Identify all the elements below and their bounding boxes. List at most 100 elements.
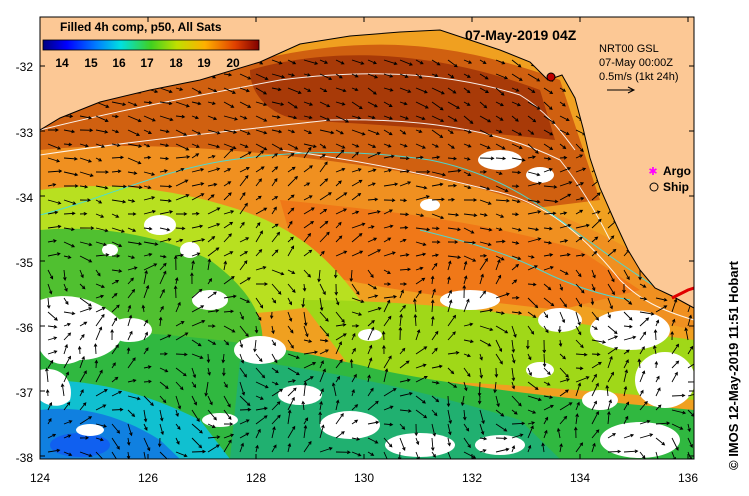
current-arrow [175, 238, 184, 243]
current-arrow [63, 451, 73, 456]
current-arrow [415, 395, 426, 404]
current-arrow [255, 248, 263, 257]
current-arrow [495, 171, 503, 175]
current-arrow [607, 248, 617, 257]
current-arrow [95, 213, 105, 218]
current-arrow [591, 311, 600, 321]
current-arrow [175, 179, 189, 187]
current-arrow [527, 227, 540, 232]
current-arrow [399, 225, 409, 230]
current-arrow [399, 304, 406, 313]
current-arrow [367, 374, 371, 383]
current-model-label: NRT00 GSL [599, 43, 659, 55]
current-arrow [255, 87, 268, 95]
current-arrow [639, 419, 651, 425]
current-arrow [204, 381, 209, 397]
current-arrow [463, 260, 468, 271]
current-arrow [207, 101, 216, 106]
current-arrow [128, 212, 137, 216]
current-arrow [463, 87, 471, 94]
current-arrow [127, 143, 143, 148]
current-arrow [511, 129, 523, 136]
current-arrow [415, 329, 421, 341]
current-arrow [255, 415, 268, 425]
current-arrow [239, 174, 249, 187]
current-arrow [479, 73, 489, 80]
current-arrow [335, 431, 345, 439]
current-arrow [46, 297, 51, 309]
current-arrow [511, 101, 521, 107]
current-arrow [207, 308, 220, 313]
current-arrow [431, 101, 444, 111]
current-arrow [63, 322, 71, 327]
current-arrow [447, 451, 453, 459]
current-arrow [159, 101, 173, 106]
current-arrow [543, 226, 553, 231]
current-arrow [95, 143, 106, 148]
current-arrow [127, 288, 136, 299]
current-arrow [95, 115, 109, 122]
current-arrow [671, 371, 678, 383]
current-arrow [191, 395, 197, 406]
current-arrow [111, 227, 126, 233]
coastline [40, 29, 694, 309]
current-arrow [527, 282, 537, 287]
current-arrow [79, 436, 90, 440]
current-arrow [479, 273, 484, 285]
current-arrow [447, 156, 458, 161]
current-arrow [367, 357, 373, 369]
current-arrow [319, 129, 335, 135]
current-arrow [127, 115, 142, 123]
current-arrow [48, 128, 59, 132]
current-arrow [430, 299, 435, 313]
current-arrow [415, 170, 431, 174]
current-time-label: 07-May 00:00Z [599, 57, 673, 69]
current-arrow [271, 59, 283, 65]
current-arrow [431, 87, 445, 95]
current-arrow [431, 423, 437, 437]
current-arrow [527, 143, 539, 154]
current-arrow [415, 451, 420, 459]
current-arrow [591, 373, 597, 383]
current-arrow [143, 263, 158, 271]
current-arrow [127, 129, 141, 136]
current-arrow [415, 73, 423, 79]
current-arrow [543, 87, 554, 95]
current-arrow [335, 208, 348, 215]
current-arrow [223, 115, 238, 121]
current-arrow [271, 223, 279, 229]
current-arrow [271, 249, 279, 257]
current-arrow [319, 424, 325, 439]
current-arrow [143, 365, 152, 369]
current-arrow [47, 448, 61, 453]
current-arrow [623, 297, 633, 305]
current-arrow [383, 315, 392, 327]
current-arrow [623, 269, 630, 281]
current-arrow [557, 325, 562, 334]
current-arrow [334, 283, 339, 296]
current-arrow [479, 339, 492, 347]
current-arrow [255, 265, 267, 271]
current-arrow [495, 259, 501, 271]
current-arrow [207, 223, 221, 229]
current-arrow [511, 255, 522, 260]
current-arrow [479, 423, 485, 436]
current-arrow [63, 255, 72, 259]
current-arrow [143, 451, 148, 459]
current-arrow [191, 167, 205, 173]
current-arrow [495, 59, 506, 65]
current-arrow [79, 211, 88, 216]
current-arrow [559, 193, 572, 201]
current-arrow [671, 423, 684, 430]
warm-core-marker [671, 286, 694, 300]
current-arrow [413, 298, 417, 313]
current-arrow [607, 269, 615, 283]
current-arrow [47, 418, 52, 425]
current-arrow [79, 370, 87, 383]
current-arrow [383, 368, 389, 383]
current-arrow [495, 185, 509, 193]
current-arrow [575, 236, 583, 243]
current-arrow [303, 376, 314, 383]
current-arrow [223, 87, 236, 94]
current-arrow [527, 325, 535, 335]
